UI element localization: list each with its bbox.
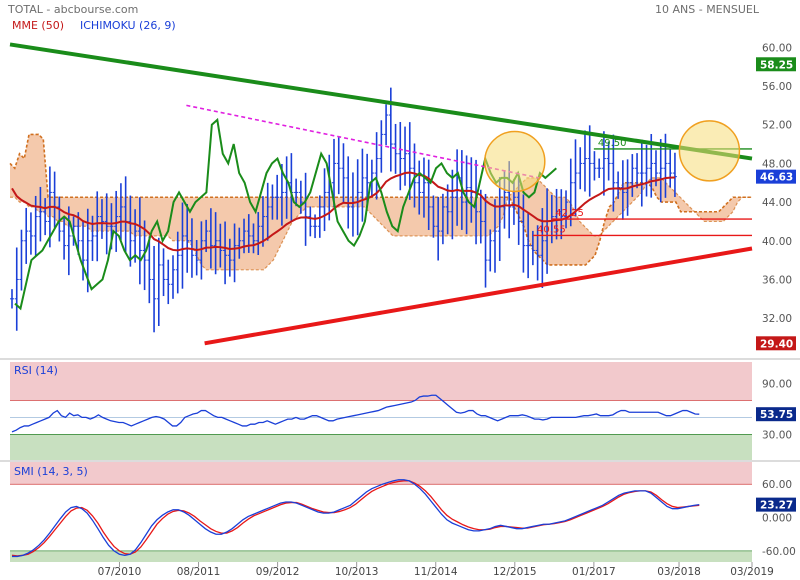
x-tick-label: 03/2019: [730, 566, 774, 578]
senkou-span-a: [9, 133, 752, 266]
x-tick-label: 03/2018: [657, 566, 701, 578]
x-tick-label: 09/2012: [256, 566, 300, 578]
x-tick-label: 01/2017: [572, 566, 616, 578]
chart-title: TOTAL - abcbourse.com: [8, 3, 139, 16]
smi-overbought-zone: [10, 462, 752, 485]
tag-smi-value: 23.27: [760, 500, 793, 512]
price-bars: [10, 87, 677, 333]
level-label: 40.55: [537, 224, 566, 235]
tag-smi-value-bg: [756, 497, 796, 512]
smi-signal-line: [11, 480, 700, 557]
level-label: 49.50: [598, 138, 627, 149]
price-y-tick-label: 44.00: [762, 197, 792, 209]
mme-legend: MME (50): [12, 19, 65, 32]
ichimoku-legend: ICHIMOKU (26, 9): [80, 19, 176, 32]
trendline-support: [204, 246, 753, 346]
rsi-overbought-zone: [10, 362, 752, 401]
tag-last-price-bg: [756, 169, 796, 184]
tag-support-value-bg: [756, 336, 796, 351]
price-y-tick-label: 48.00: [762, 158, 792, 170]
rsi-title: RSI (14): [14, 364, 58, 377]
price-y-tick-label: 40.00: [762, 236, 792, 248]
price-y-tick-label: 36.00: [762, 274, 792, 286]
smi-oversold-zone: [10, 550, 752, 562]
price-y-tick-label: 52.00: [762, 120, 792, 132]
x-tick-label: 08/2011: [177, 566, 221, 578]
rsi-oversold-zone: [10, 434, 752, 460]
highlight-circle: [678, 120, 741, 182]
x-tick-label: 10/2013: [335, 566, 379, 578]
highlight-circle: [484, 130, 546, 193]
x-tick-label: 11/2014: [414, 566, 458, 578]
smi-line: [12, 479, 700, 558]
smi-title: SMI (14, 3, 5): [14, 465, 88, 478]
smi-y-tick-label: 60.00: [762, 479, 792, 491]
tenkan-line: [14, 117, 557, 311]
price-y-tick-label: 32.00: [762, 313, 792, 325]
rsi-y-tick-label: 30.00: [762, 429, 792, 441]
rsi-line: [11, 394, 700, 433]
smi-y-tick-label: 0.000: [762, 513, 792, 525]
tag-resistance-value: 58.25: [760, 59, 793, 71]
smi-y-tick-label: -60.00: [762, 546, 796, 558]
tag-resistance-value-bg: [756, 57, 796, 72]
tag-support-value: 29.40: [760, 338, 793, 350]
price-y-tick-label: 60.00: [762, 42, 792, 54]
x-tick-label: 12/2015: [493, 566, 537, 578]
chart-period: 10 ANS - MENSUEL: [655, 3, 759, 16]
rsi-y-tick-label: 90.00: [762, 378, 792, 390]
level-label: 42.25: [555, 208, 584, 219]
trendline-resistance: [9, 42, 753, 161]
tag-rsi-value-bg: [756, 407, 796, 422]
price-y-tick-label: 56.00: [762, 81, 792, 93]
tag-last-price: 46.63: [760, 172, 793, 184]
x-tick-label: 07/2010: [98, 566, 142, 578]
tag-rsi-value: 53.75: [760, 409, 793, 421]
